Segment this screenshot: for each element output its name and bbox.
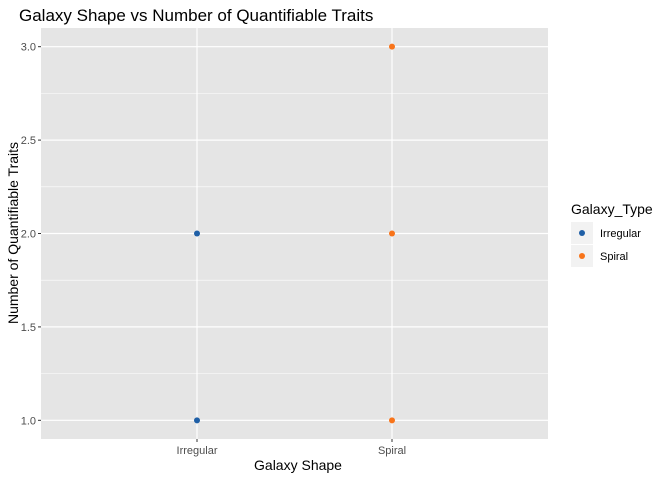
x-tick-label: Irregular: [177, 445, 218, 457]
legend-title: Galaxy_Type: [571, 201, 653, 217]
legend-label: Spiral: [600, 251, 628, 263]
y-axis-title: Number of Quantifiable Traits: [5, 142, 21, 324]
y-tick-label: 3.0: [21, 42, 36, 54]
data-point: [194, 417, 200, 424]
data-point: [194, 230, 200, 237]
x-tick-label: Spiral: [378, 445, 406, 457]
data-point: [389, 230, 395, 237]
grid-minor: [41, 93, 548, 374]
legend-label: Irregular: [600, 228, 641, 240]
y-tick-label: 2.0: [21, 229, 36, 241]
data-point: [389, 43, 395, 50]
legend: Galaxy_Type Irregular Spiral: [571, 201, 653, 267]
legend-entries: Irregular Spiral: [571, 222, 641, 267]
y-tick-label: 1.5: [21, 322, 36, 334]
y-tick-label: 1.0: [21, 415, 36, 427]
legend-marker: [579, 230, 585, 236]
y-tick-label: 2.5: [21, 135, 36, 147]
data-point: [389, 417, 395, 424]
data-points: [194, 43, 395, 424]
x-axis-title: Galaxy Shape: [254, 457, 342, 473]
chart-title: Galaxy Shape vs Number of Quantifiable T…: [19, 6, 373, 25]
y-axis-ticks: 1.0 1.5 2.0 2.5 3.0: [21, 42, 41, 427]
x-axis-ticks: Irregular Spiral: [177, 439, 406, 457]
legend-marker: [579, 253, 585, 259]
